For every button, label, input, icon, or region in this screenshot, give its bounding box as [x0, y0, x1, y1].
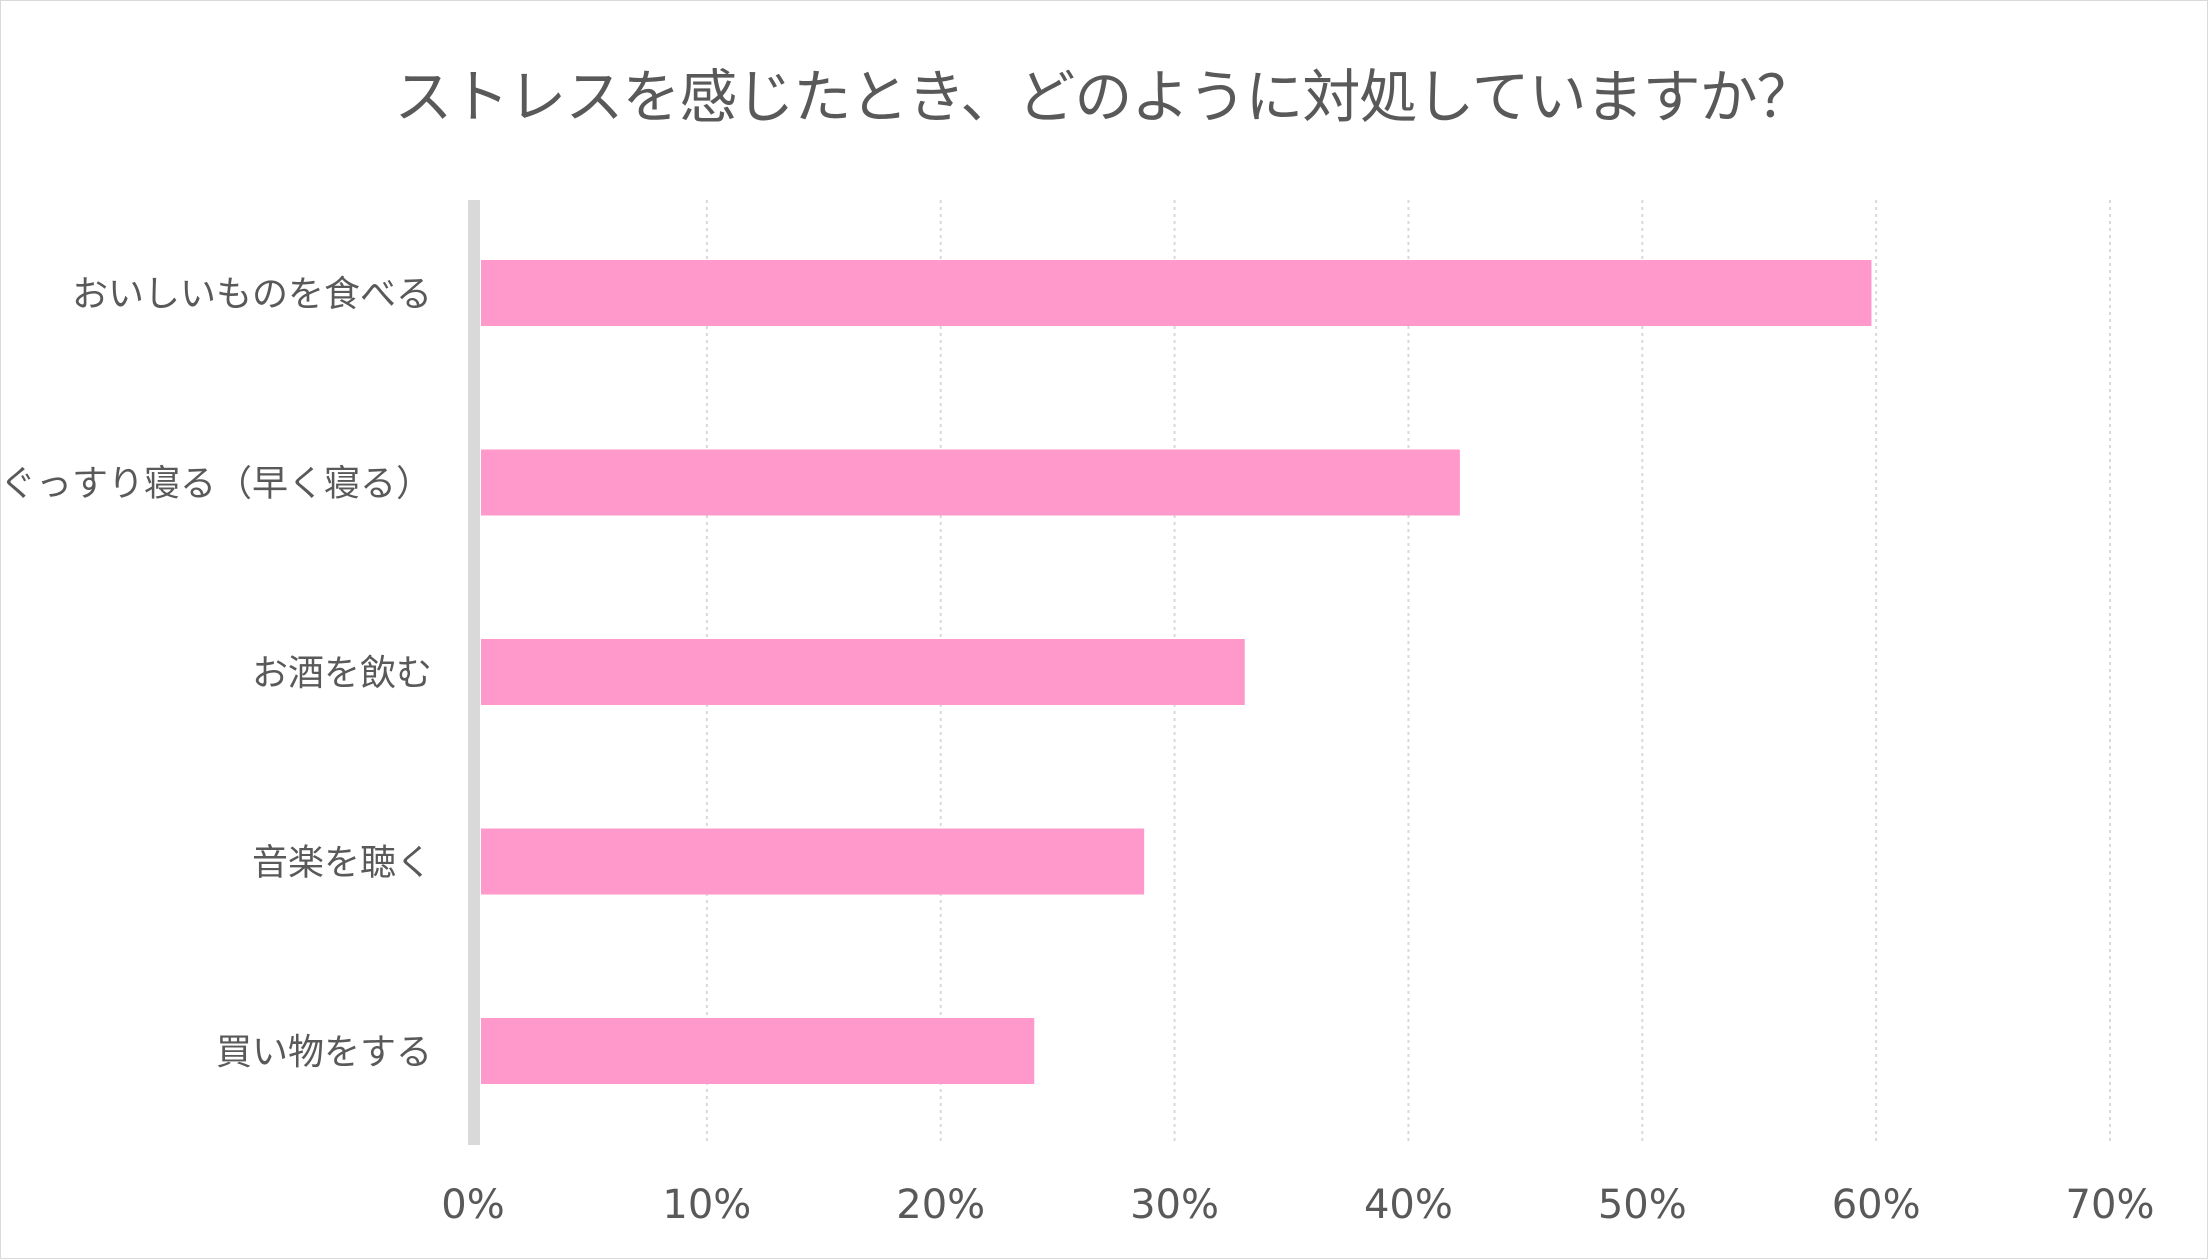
category-label: 買い物をする	[216, 1032, 432, 1073]
x-tick-label: 50%	[1598, 1182, 1687, 1228]
y-axis-line	[468, 200, 480, 1145]
x-tick-label: 0%	[441, 1182, 504, 1228]
bar	[481, 828, 1145, 895]
x-tick-label: 10%	[662, 1182, 751, 1228]
bar	[481, 1018, 1035, 1084]
bar	[481, 639, 1245, 705]
x-tick-label: 20%	[896, 1182, 985, 1228]
x-tick-label: 30%	[1130, 1182, 1219, 1228]
x-tick-label: 60%	[1832, 1182, 1921, 1228]
x-tick-label: 40%	[1364, 1182, 1453, 1228]
category-label: お酒を飲む	[252, 653, 432, 694]
bar	[481, 260, 1872, 326]
category-label: 音楽を聴く	[252, 843, 432, 884]
chart-title: ストレスを感じたとき、どのように対処していますか？	[394, 63, 1814, 131]
category-label: ぐっすり寝る（早く寝る）	[0, 464, 432, 505]
category-label: おいしいものを食べる	[72, 274, 432, 315]
bar	[481, 449, 1460, 516]
x-tick-label: 70%	[2066, 1182, 2155, 1228]
